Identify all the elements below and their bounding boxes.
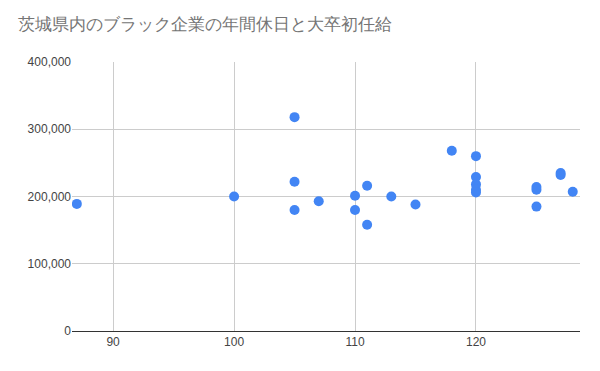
svg-text:200,000: 200,000 [28,190,72,204]
svg-text:茨城県内のブラック企業の年間休日と大卒初任給: 茨城県内のブラック企業の年間休日と大卒初任給 [18,15,392,34]
svg-text:300,000: 300,000 [28,122,72,136]
svg-text:120: 120 [466,335,486,349]
svg-text:400,000: 400,000 [28,55,72,69]
svg-text:0: 0 [64,324,71,338]
svg-text:90: 90 [106,335,120,349]
svg-text:100,000: 100,000 [28,257,72,271]
svg-text:100: 100 [224,335,244,349]
svg-text:110: 110 [345,335,364,349]
